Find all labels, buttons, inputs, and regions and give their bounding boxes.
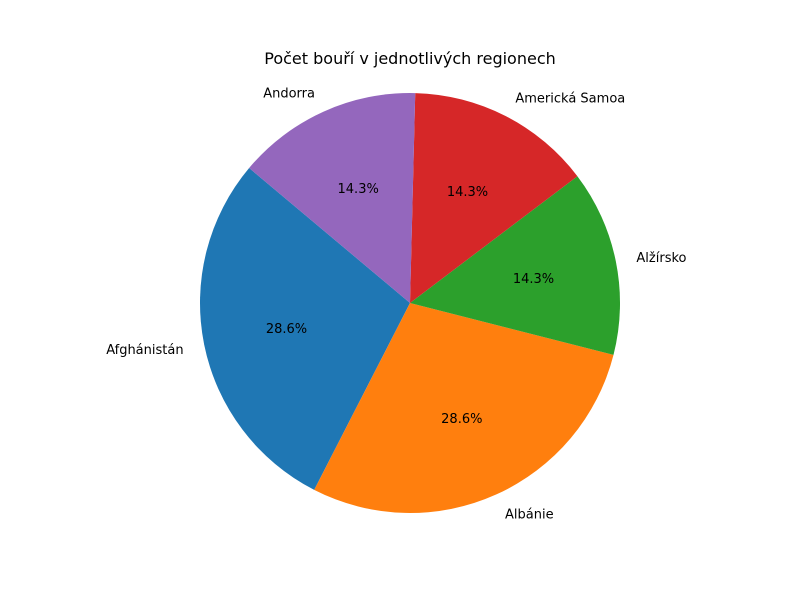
slice-percent-label: 14.3% xyxy=(447,185,488,200)
slice-label: Afghánistán xyxy=(106,343,183,358)
chart-title: Počet bouří v jednotlivých regionech xyxy=(264,49,556,68)
pie-slice xyxy=(314,303,614,513)
slice-percent-label: 14.3% xyxy=(338,182,379,197)
pie-labels: Afghánistán 28.6% Albánie 28.6% Alžírsko 14.3… xyxy=(106,86,686,522)
slice-percent-label: 28.6% xyxy=(441,412,482,427)
slice-label: Andorra xyxy=(263,86,315,101)
slice-percent-label: 28.6% xyxy=(266,322,307,337)
pie-slice xyxy=(199,168,410,490)
slice-label: Alžírsko xyxy=(636,251,686,266)
pie-slices xyxy=(199,93,621,513)
slice-label: Americká Samoa xyxy=(515,91,625,106)
slice-label: Albánie xyxy=(505,508,554,523)
pie-slice xyxy=(249,93,416,303)
pie-slice xyxy=(410,176,621,355)
pie-slice xyxy=(410,93,578,303)
slice-percent-label: 14.3% xyxy=(513,272,554,287)
